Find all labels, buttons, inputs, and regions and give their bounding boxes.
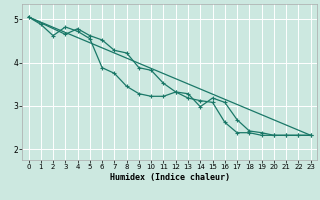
X-axis label: Humidex (Indice chaleur): Humidex (Indice chaleur) — [110, 173, 230, 182]
